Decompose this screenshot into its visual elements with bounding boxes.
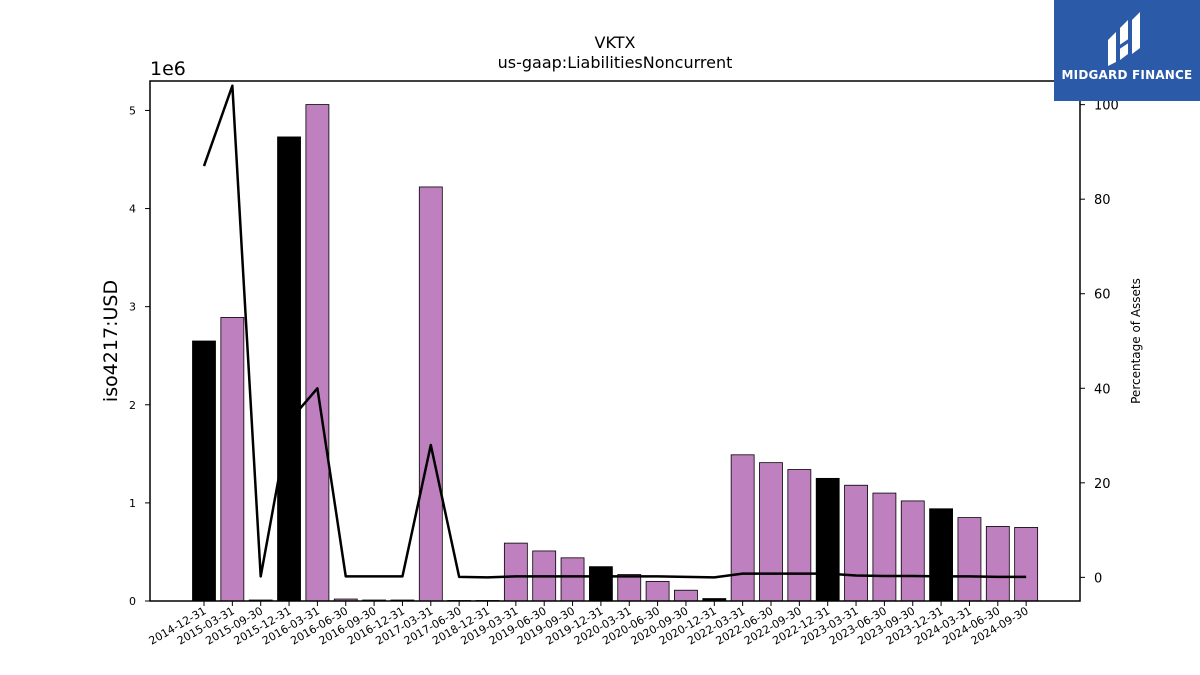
bar	[192, 340, 216, 602]
y-tick-label: 4	[129, 203, 136, 216]
y2-tick-label: 80	[1094, 193, 1111, 208]
chart-subtitle: us-gaap:LiabilitiesNoncurrent	[498, 53, 733, 72]
y-tick-label: 2	[129, 399, 136, 412]
y2-tick-label: 20	[1094, 477, 1111, 492]
y2-tick-label: 60	[1094, 288, 1111, 303]
bar	[957, 517, 982, 602]
bar	[730, 454, 755, 602]
y-tick-label: 3	[129, 301, 136, 314]
logo-text: MIDGARD FINANCE	[1061, 68, 1193, 82]
bar	[305, 104, 330, 602]
pct-line-group	[202, 84, 1027, 579]
bar	[929, 508, 953, 602]
y-offset-text: 1e6	[150, 58, 186, 80]
bar	[503, 542, 528, 602]
pct-of-assets-line	[202, 84, 1027, 579]
bar	[645, 580, 670, 602]
bar	[589, 566, 613, 602]
bar	[220, 317, 245, 602]
y-axis-label: iso4217:USD	[100, 280, 122, 402]
bar	[277, 136, 301, 602]
bar	[418, 186, 443, 602]
bar	[900, 500, 925, 602]
midgard-logo-icon	[1108, 12, 1140, 66]
bar	[674, 589, 698, 602]
bar	[617, 574, 642, 602]
plot-frame	[149, 80, 1081, 602]
y2-axis-label: Percentage of Assets	[1129, 278, 1143, 404]
bar	[844, 484, 868, 602]
bars-group	[192, 104, 1039, 602]
bar	[759, 462, 783, 602]
bar	[1014, 527, 1039, 602]
y-tick-label: 1	[129, 497, 136, 510]
y2-tick-label: 100	[1094, 99, 1119, 114]
y-tick-label: 0	[129, 595, 136, 608]
bar	[985, 526, 1010, 602]
bar	[872, 492, 897, 602]
y-tick-label: 5	[129, 104, 136, 117]
bar	[787, 469, 812, 602]
y2-tick-label: 0	[1094, 571, 1102, 586]
y2-tick-label: 40	[1094, 382, 1111, 397]
bar	[560, 557, 585, 602]
bar	[815, 477, 840, 602]
chart-title: VKTX	[595, 33, 636, 52]
midgard-finance-logo: MIDGARD FINANCE	[1054, 0, 1200, 101]
